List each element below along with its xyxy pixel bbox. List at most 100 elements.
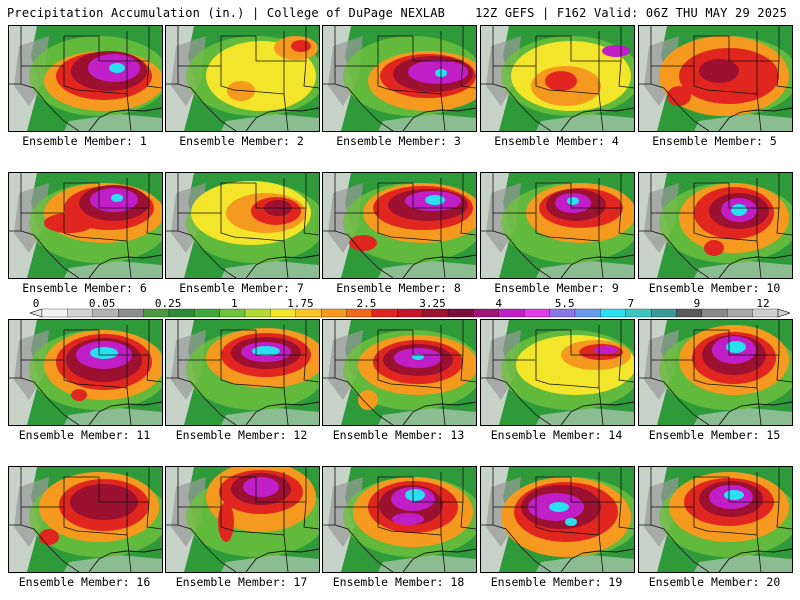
precip-map <box>166 320 319 425</box>
ensemble-member-label: Ensemble Member: 7 <box>179 281 304 295</box>
ensemble-member-label: Ensemble Member: 10 <box>648 281 781 295</box>
ensemble-map-panel <box>322 172 477 279</box>
ensemble-map-panel <box>638 25 793 132</box>
precip-map <box>323 320 476 425</box>
ensemble-map-panel <box>480 172 635 279</box>
ensemble-map-panel <box>322 319 477 426</box>
precip-area <box>565 518 577 526</box>
precip-map <box>9 26 162 131</box>
ensemble-member-label: Ensemble Member: 14 <box>490 428 623 442</box>
ensemble-map-panel <box>165 25 320 132</box>
precip-area <box>227 81 255 101</box>
colorbar-segment <box>574 308 601 318</box>
precip-map <box>639 173 792 278</box>
precip-map <box>323 467 476 572</box>
ensemble-member-label: Ensemble Member: 20 <box>648 575 781 589</box>
precip-map <box>639 467 792 572</box>
ensemble-member-label: Ensemble Member: 11 <box>18 428 151 442</box>
precip-area <box>252 346 280 356</box>
precip-map <box>639 26 792 131</box>
precip-map <box>481 467 634 572</box>
precip-area <box>218 502 234 542</box>
ensemble-member-label: Ensemble Member: 15 <box>648 428 781 442</box>
ensemble-member-label: Ensemble Member: 5 <box>652 134 777 148</box>
ensemble-member-label: Ensemble Member: 2 <box>179 134 304 148</box>
colorbar-segment <box>549 308 576 318</box>
precip-area <box>243 477 279 497</box>
precip-area <box>44 213 94 233</box>
colorbar-segment <box>727 308 754 318</box>
colorbar-segment <box>676 308 703 318</box>
colorbar-segment <box>244 308 271 318</box>
ensemble-map-panel <box>480 319 635 426</box>
precip-area <box>549 502 569 512</box>
colorbar-segment <box>346 308 373 318</box>
ensemble-map-panel <box>480 466 635 573</box>
ensemble-map-panel <box>165 466 320 573</box>
ensemble-member-label: Ensemble Member: 13 <box>332 428 465 442</box>
colorbar-segment <box>397 308 424 318</box>
precip-map <box>481 26 634 131</box>
colorbar-segment <box>41 308 68 318</box>
ensemble-member-label: Ensemble Member: 17 <box>175 575 308 589</box>
colorbar-segment <box>473 308 500 318</box>
colorbar-segment <box>650 308 677 318</box>
precip-map <box>9 320 162 425</box>
precip-area <box>349 235 377 251</box>
ensemble-map-panel <box>8 319 163 426</box>
colorbar-segment <box>371 308 398 318</box>
precipitation-colorbar <box>30 308 790 318</box>
colorbar-segment <box>600 308 627 318</box>
colorbar-tick-label: 5.5 <box>554 297 575 310</box>
precip-area <box>291 40 311 52</box>
ensemble-member-label: Ensemble Member: 12 <box>175 428 308 442</box>
colorbar-tick-label: 4 <box>495 297 502 310</box>
precip-area <box>724 490 744 500</box>
colorbar-segment <box>295 308 322 318</box>
ensemble-member-label: Ensemble Member: 6 <box>22 281 147 295</box>
precip-map <box>481 320 634 425</box>
colorbar-tick-label: 7 <box>627 297 635 310</box>
colorbar-segment <box>422 308 449 318</box>
ensemble-member-label: Ensemble Member: 9 <box>494 281 619 295</box>
ensemble-map-panel <box>165 319 320 426</box>
colorbar-segment <box>701 308 728 318</box>
ensemble-member-label: Ensemble Member: 18 <box>332 575 465 589</box>
colorbar-segment <box>321 308 348 318</box>
colorbar-segment <box>752 308 779 318</box>
precip-area <box>567 197 579 205</box>
precip-map <box>166 173 319 278</box>
precip-map <box>481 173 634 278</box>
precip-area <box>699 59 739 83</box>
ensemble-map-panel <box>638 466 793 573</box>
colorbar-tick-label: 1.75 <box>287 297 314 310</box>
precip-map <box>323 26 476 131</box>
forecast-valid-time: 12Z GEFS | F162 Valid: 06Z THU MAY 29 20… <box>475 6 787 20</box>
precip-area <box>111 194 123 202</box>
precip-area <box>594 346 618 354</box>
precip-area <box>726 341 746 353</box>
precip-map <box>9 173 162 278</box>
precip-area <box>405 489 425 501</box>
precip-map <box>9 467 162 572</box>
colorbar-segment <box>270 308 297 318</box>
precip-area <box>545 71 577 91</box>
precip-area <box>358 390 378 410</box>
ensemble-map-panel <box>322 466 477 573</box>
precip-area <box>667 86 691 106</box>
precip-area <box>602 45 630 57</box>
precip-area <box>704 240 724 256</box>
colorbar-segment <box>524 308 551 318</box>
precip-map <box>639 320 792 425</box>
colorbar-segment <box>67 308 94 318</box>
colorbar-segment <box>194 308 221 318</box>
colorbar-segment <box>447 308 474 318</box>
precip-area <box>412 354 424 360</box>
ensemble-map-panel <box>8 172 163 279</box>
map-title: Precipitation Accumulation (in.) | Colle… <box>7 6 446 20</box>
ensemble-map-panel <box>322 25 477 132</box>
precip-area <box>109 63 125 73</box>
precip-area <box>392 513 424 525</box>
precip-map <box>166 467 319 572</box>
precip-area <box>90 347 118 359</box>
